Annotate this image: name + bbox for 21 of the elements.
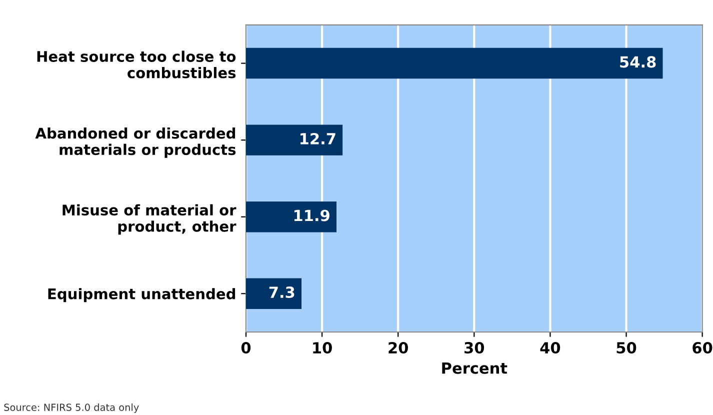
bar — [246, 124, 343, 156]
x-tick-label: 0 — [241, 342, 251, 354]
bar — [246, 48, 663, 79]
y-tick-label: Misuse of material or product, other — [62, 204, 236, 235]
x-tick-label: 40 — [540, 342, 560, 354]
data-label: 54.8 — [620, 56, 656, 68]
data-label: 11.9 — [294, 210, 330, 222]
data-label: 7.3 — [269, 286, 294, 298]
y-tick-label: Abandoned or discarded materials or products — [35, 127, 236, 158]
x-tick-label: 50 — [616, 342, 636, 354]
x-tick-label: 60 — [692, 342, 712, 354]
x-tick-label: 20 — [388, 342, 408, 354]
data-label: 12.7 — [300, 132, 336, 144]
source-note: Source: NFIRS 5.0 data only — [4, 403, 139, 413]
y-tick-label: Equipment unattended — [48, 288, 236, 302]
bar — [246, 278, 302, 309]
x-tick-label: 10 — [313, 342, 332, 354]
bar — [246, 201, 336, 232]
y-tick-label: Heat source too close to combustibles — [37, 50, 236, 78]
x-tick-label: 30 — [464, 342, 484, 354]
x-axis-title: Percent — [442, 362, 508, 374]
